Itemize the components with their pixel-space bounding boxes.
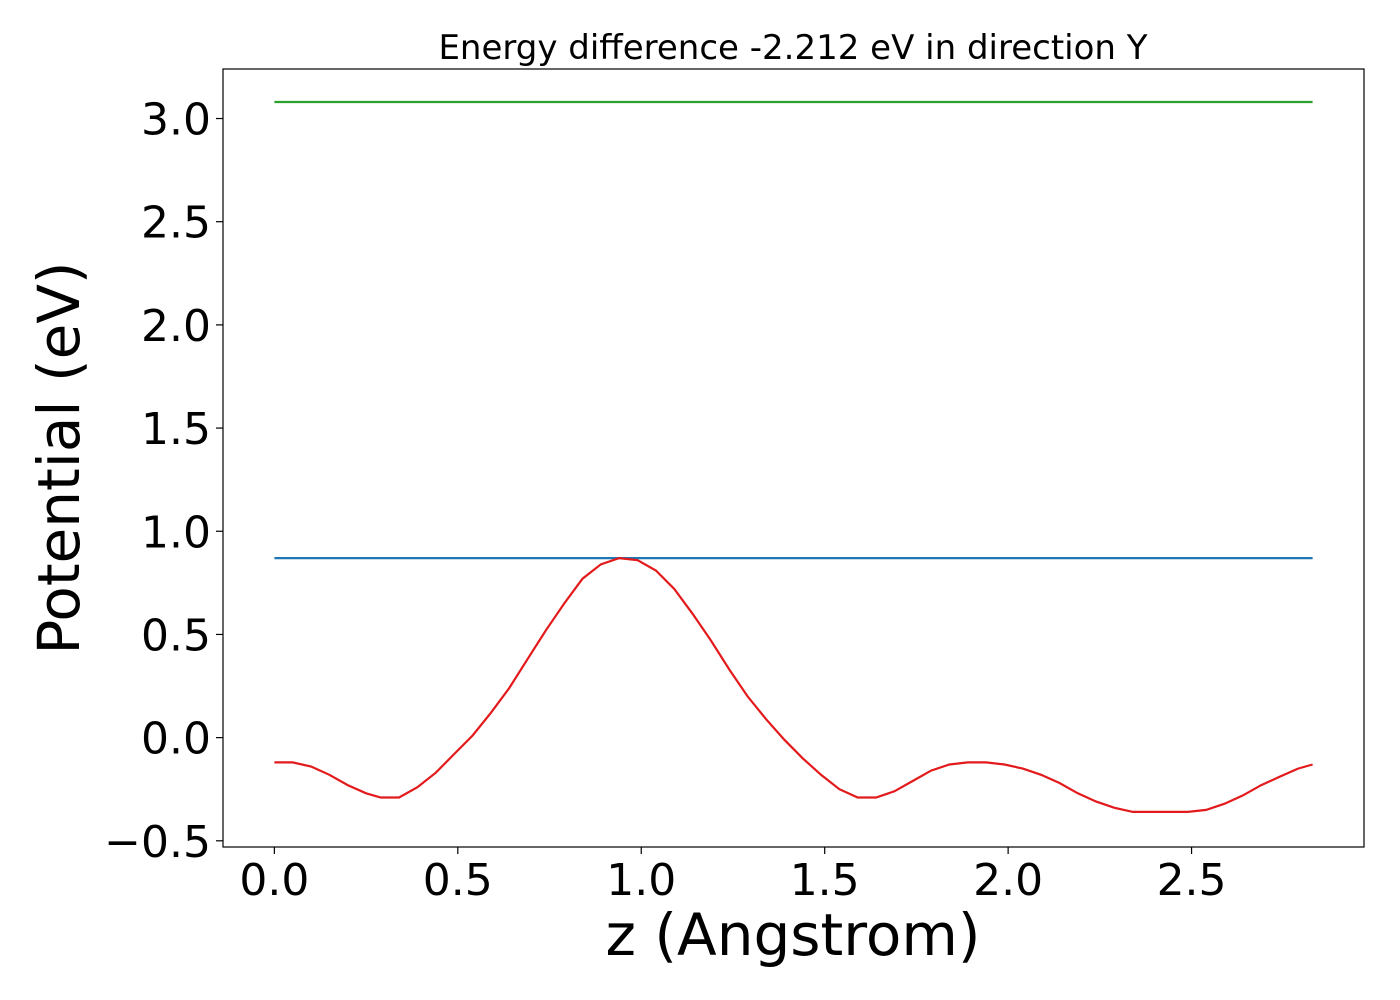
y-axis-title: Potential (eV) (25, 261, 93, 654)
x-tick-label: 0.0 (239, 855, 309, 906)
y-tick-label: 2.5 (141, 198, 211, 249)
y-tick-label: 0.0 (141, 714, 211, 765)
plot-frame (222, 68, 1365, 848)
y-tick-label: 3.0 (141, 95, 211, 146)
x-tick-label: 1.0 (606, 855, 676, 906)
x-tick-label: 0.5 (423, 855, 493, 906)
y-tick-label: 0.5 (141, 610, 211, 661)
y-tick-label: −0.5 (104, 817, 211, 868)
series-layer (274, 100, 1313, 814)
y-tick-label: 1.0 (141, 507, 211, 558)
x-axis-title: z (Angstrom) (606, 901, 981, 969)
y-tick-label: 1.5 (141, 404, 211, 455)
x-tick-label: 2.5 (1157, 855, 1227, 906)
x-tick-label: 2.0 (973, 855, 1043, 906)
y-axis: −0.5 0.0 0.5 1.0 1.5 2.0 2.5 3.0 (104, 95, 223, 868)
y-tick-label: 2.0 (141, 301, 211, 352)
series-line-3 (274, 556, 1313, 814)
x-tick-label: 1.5 (790, 855, 860, 906)
x-axis: 0.0 0.5 1.0 1.5 2.0 2.5 (239, 847, 1227, 906)
chart-title: Energy difference -2.212 eV in direction… (438, 28, 1147, 68)
